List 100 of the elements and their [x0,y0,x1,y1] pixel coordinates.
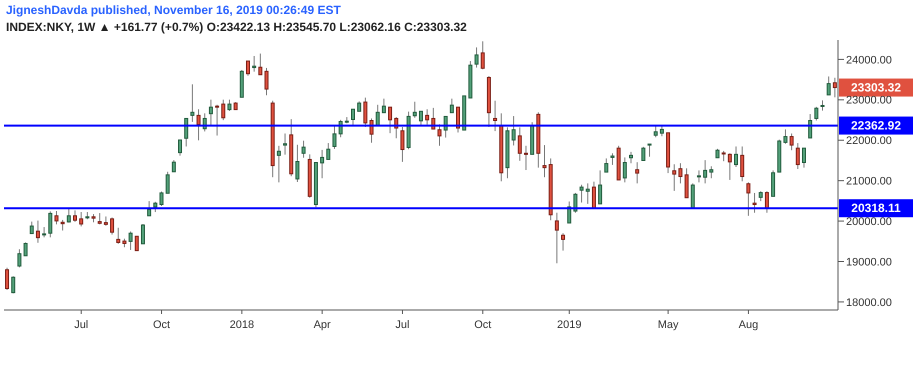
x-tick-label: 2019 [557,319,582,331]
candlestick [73,210,77,222]
candlestick [622,156,627,183]
candlestick [746,182,750,216]
candlestick [814,106,818,122]
candlestick [635,162,640,184]
candlestick [42,226,46,238]
candlestick [703,160,708,184]
candlestick [450,98,454,114]
candlestick [184,118,188,147]
candlestick [24,242,28,256]
candlestick [796,142,800,170]
ref-line-label: 20318.11 [851,201,902,216]
candlestick [512,116,516,146]
x-tick-label: Oct [152,319,170,331]
candlestick [128,231,133,250]
x-tick-label: Jul [74,319,88,331]
candlestick [17,248,22,268]
candlestick [147,200,152,216]
candlestick [166,171,170,194]
candlestick [820,100,825,112]
candlestick [629,151,633,164]
candlestick [159,191,164,206]
candlestick [363,97,368,128]
candlestick [215,104,220,136]
candlestick [66,207,71,224]
candlestick [790,132,794,151]
candlestick [246,60,250,76]
candlestick [283,132,288,156]
candlestick [542,144,547,178]
x-tick-label: Oct [474,319,492,331]
y-tick-label: 21000.00 [846,176,892,188]
candlestick [116,227,120,244]
y-tick-label: 22000.00 [846,135,892,148]
candlestick [388,106,392,134]
y-tick-label: 18000.00 [846,296,892,309]
candlestick [98,212,102,225]
candlestick [493,100,498,132]
candlestick [660,124,664,137]
candlestick [412,101,417,118]
candlestick [641,146,646,161]
candlestick [734,146,738,168]
candlestick [709,166,714,179]
candlestick [258,53,262,76]
candlestick [832,77,837,98]
candlestick [264,67,269,96]
candlestick [826,76,831,96]
candlestick [437,124,442,146]
candlestick [764,190,769,214]
candlestick [60,219,65,231]
x-tick-label: 2018 [230,319,254,331]
candlestick [654,126,658,138]
candlestick [252,55,256,72]
candlestick [758,190,763,202]
candlestick [332,124,336,150]
ref-line-label: 22362.92 [850,118,902,133]
candlestick [592,181,596,208]
y-tick-label: 19000.00 [846,256,892,268]
candlestick [30,221,34,234]
candlestick [400,126,404,162]
x-tick-label: May [658,319,679,331]
candlestick [586,182,590,204]
candlestick [357,100,362,112]
candlestick [740,146,744,182]
candlestick [104,216,108,226]
candlestick [134,236,139,252]
candlestick [598,170,602,204]
candlestick [554,212,559,264]
candlestick [696,170,701,183]
candlestick [672,164,676,192]
candlestick [561,232,566,252]
text: 23303.32 [850,80,902,95]
candlestick [221,99,226,121]
candlestick [382,98,386,114]
candlestick [351,108,355,126]
candlestick [480,40,485,70]
candlestick [11,276,16,294]
candlestick [580,184,584,204]
candlestick [79,212,84,227]
candlestick [227,99,232,112]
candlestick [320,149,324,179]
candlestick [728,152,732,180]
candlestick [208,99,213,126]
candlestick [456,106,460,133]
candlestick [783,128,788,144]
x-tick-label: Apr [314,319,332,331]
candlestick [295,144,300,182]
candlestick [610,152,614,166]
candlestick [326,142,330,160]
chart-subtitle: INDEX:NKY, 1W ▲ +161.77 (+0.7%) O:23422.13 H:23545.70 L:23062.16 C:23303.32 [5,20,468,34]
y-tick-label: 23000.00 [846,94,892,107]
candlestick [604,158,608,173]
candlestick [172,160,176,172]
candlestick [524,145,528,171]
candlestick [5,267,10,290]
x-tick-label: Aug [738,319,758,331]
x-tick-label: Jul [395,319,410,331]
candlestick [178,139,182,156]
candlestick [190,84,194,122]
candlestick [722,150,726,162]
